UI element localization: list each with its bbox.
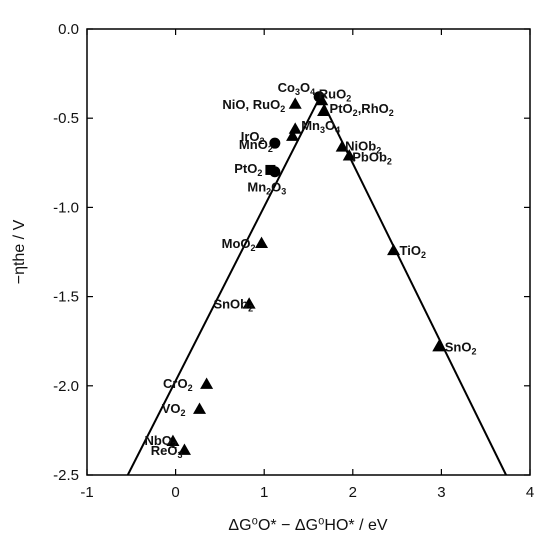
point-label: Mn3O4 (301, 118, 340, 135)
point-label: CrO2 (163, 376, 193, 393)
point-label: SnOb2 (213, 297, 253, 314)
point-label: PtO2 (234, 161, 262, 178)
volcano-line-left (126, 96, 321, 476)
data-point-pbob2 (342, 149, 356, 161)
volcano-lines (126, 96, 507, 476)
data-point-cro2 (200, 377, 214, 389)
x-tick-label: 2 (349, 484, 357, 501)
data-point-sno2 (432, 340, 446, 352)
point-label: MoO2 (222, 236, 256, 253)
point-label: TiO2 (400, 243, 426, 260)
data-point-reo3 (177, 443, 191, 455)
point-label: NiO, RuO2 (222, 97, 285, 114)
point-label: RuO2 (319, 86, 351, 103)
x-tick-label: 1 (260, 484, 268, 501)
data-points (166, 91, 446, 455)
point-label: PtO2,RhO2 (330, 101, 394, 118)
data-point-tio2 (387, 243, 401, 256)
y-tick-label: -0.5 (53, 110, 79, 127)
data-point-mno2 (269, 137, 281, 149)
data-point-snob2 (242, 297, 256, 309)
point-label: PbOb2 (352, 150, 392, 167)
y-tick-label: -1.5 (53, 289, 79, 306)
y-tick-label: -2.5 (53, 467, 79, 484)
data-point-vo2 (193, 402, 207, 414)
point-label: Mn2O3 (247, 180, 286, 197)
data-point-nio-ruo2 (288, 97, 302, 109)
axis-ticks: -1 0 1 2 3 4 0.0 -0.5 -1.0 -1.5 -2.0 -2.5 (53, 21, 534, 501)
point-label: VO2 (162, 401, 186, 418)
data-point-mn3o4 (288, 122, 302, 134)
data-point-ruo2 (315, 93, 329, 106)
data-point-pto2-rho2 (317, 104, 331, 116)
plot-frame (86, 28, 531, 476)
point-label: SnO2 (445, 340, 477, 357)
point-label: IrO2 (241, 129, 265, 146)
y-tick-label: -2.0 (53, 378, 79, 395)
point-label: MnO2 (239, 137, 273, 154)
x-tick-label: 3 (437, 484, 445, 501)
point-label: ReO3 (151, 443, 183, 460)
data-point-iro2 (286, 129, 300, 141)
y-tick-label: -1.0 (53, 199, 79, 216)
data-point-nbo2 (166, 434, 180, 446)
point-label: Co3O4 (278, 80, 316, 97)
y-axis-label: −ηthe / V (11, 219, 28, 284)
x-axis-label: ΔG⁰O* − ΔG⁰HO* / eV (228, 517, 387, 534)
y-tick-label: 0.0 (58, 21, 79, 38)
data-point-moo2 (255, 236, 269, 248)
data-point-niob2 (335, 140, 349, 152)
x-tick-label: 0 (171, 484, 179, 501)
point-label: NbO2 (144, 433, 176, 450)
data-point-mn2o3 (269, 166, 281, 178)
point-label: NiOb2 (345, 139, 381, 156)
x-tick-label: 4 (526, 484, 534, 501)
x-tick-label: -1 (80, 484, 93, 501)
